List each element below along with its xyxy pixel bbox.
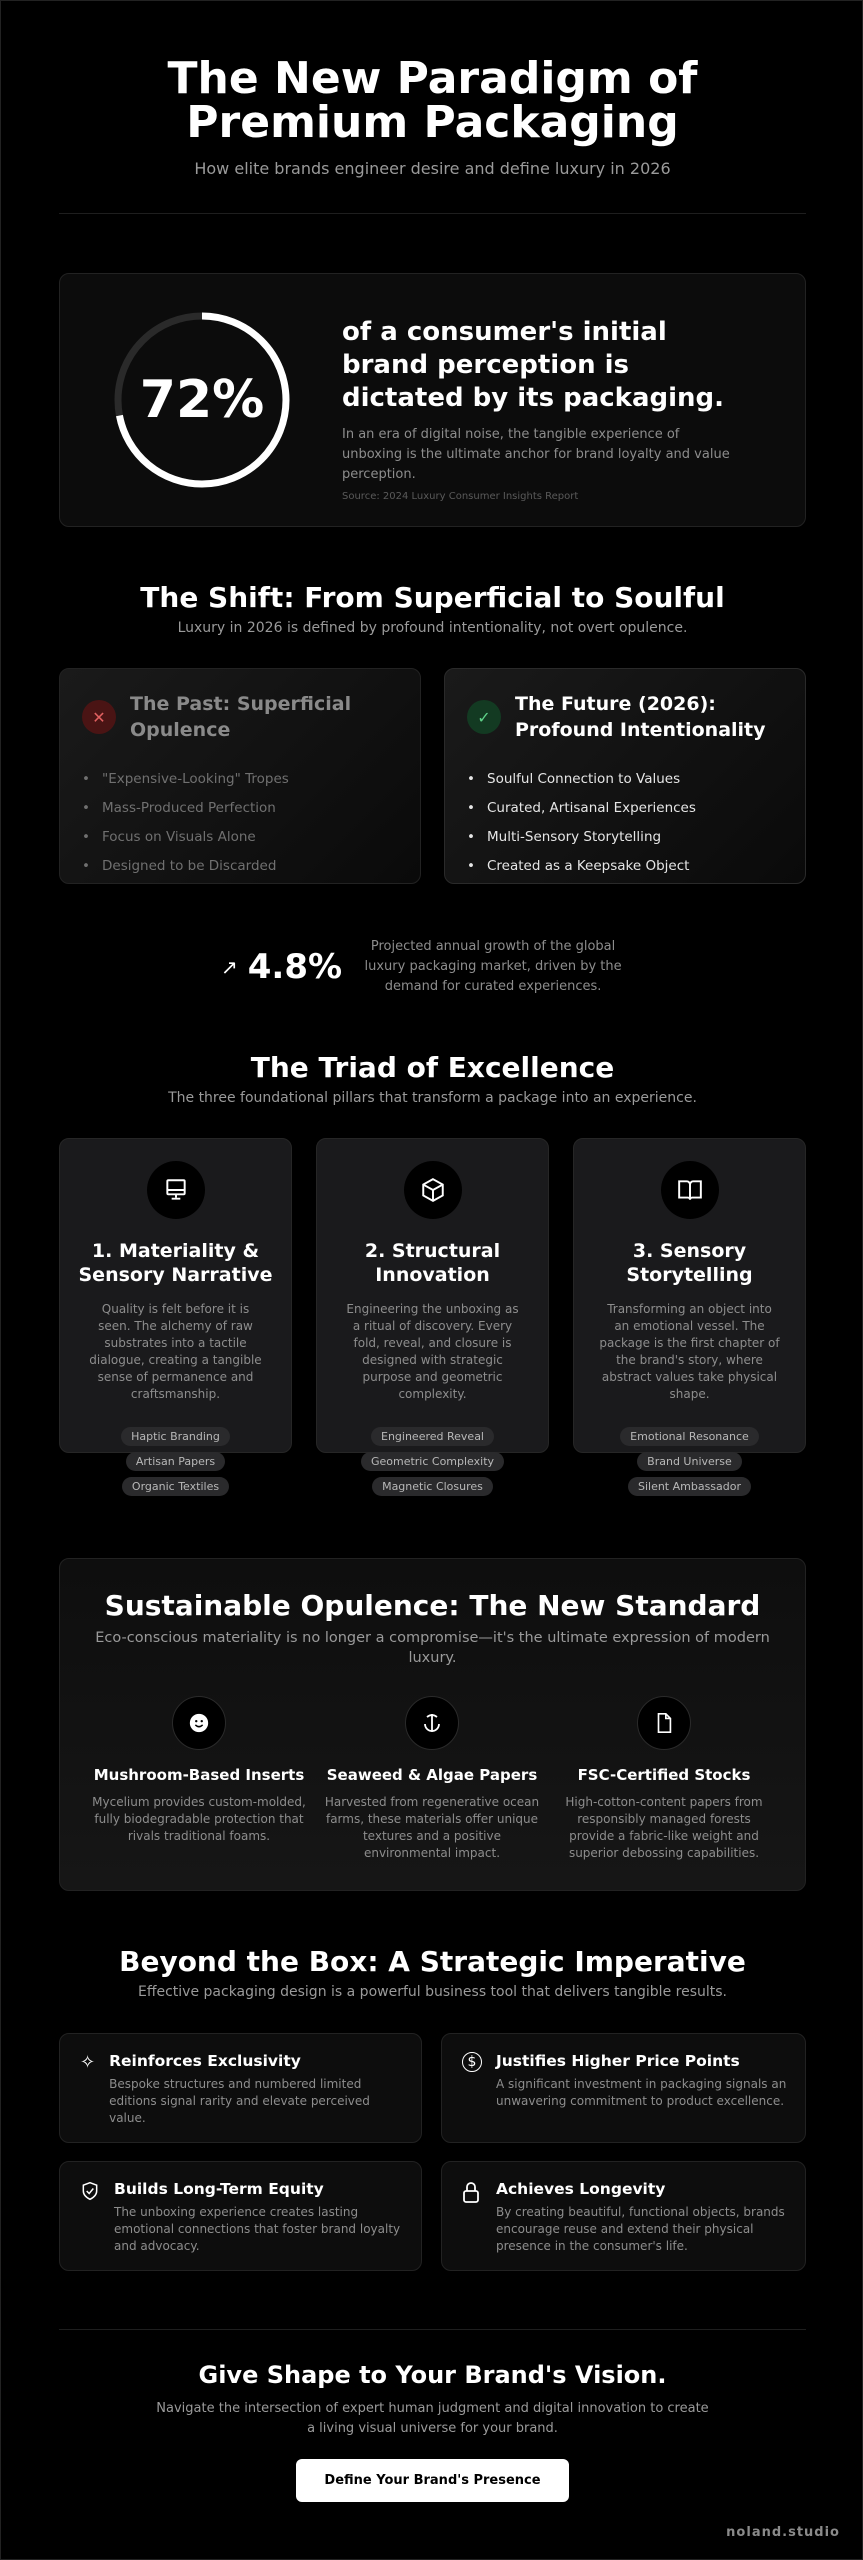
list-item: Created as a Keepsake Object: [467, 852, 783, 881]
benefit-title: Achieves Longevity: [496, 2180, 666, 2198]
list-item: Soulful Connection to Values: [467, 765, 783, 794]
book-icon: [660, 1161, 719, 1219]
tag: Haptic Branding: [121, 1427, 230, 1446]
triad-subtitle: The three foundational pillars that tran…: [168, 1090, 697, 1106]
triad-card: 2. Structural Innovation Engineering the…: [316, 1138, 549, 1496]
future-title: The Future (2026): Profound Intentionali…: [515, 693, 766, 741]
triad-card-desc: Engineering the unboxing as a ritual of …: [346, 1302, 519, 1401]
benefit-card: $ Justifies Higher Price Points A signifi…: [441, 2033, 806, 2143]
benefit-title: Builds Long-Term Equity: [114, 2180, 324, 2198]
sustainable-item-desc: High-cotton-content papers from responsi…: [565, 1795, 763, 1860]
sustainable-item-title: Mushroom-Based Inserts: [93, 1766, 305, 1784]
stat-value: 72%: [139, 370, 265, 430]
cta-title: Give Shape to Your Brand's Vision.: [198, 2361, 667, 2389]
triad-card: 3. Sensory Storytelling Transforming an …: [573, 1138, 806, 1496]
sparkles-icon: ✧: [80, 2052, 96, 2073]
past-title: The Past: Superficial Opulence: [130, 693, 352, 741]
sustainable-item-desc: Mycelium provides custom-molded, fully b…: [92, 1795, 306, 1843]
benefit-card: Builds Long-Term Equity The unboxing expe…: [59, 2161, 422, 2271]
shift-title: The Shift: From Superficial to Soulful: [140, 581, 725, 614]
benefit-card: ✧ Reinforces Exclusivity Bespoke structur…: [59, 2033, 422, 2143]
progress-ring: [114, 312, 290, 488]
triad-card-title: 2. Structural Innovation: [364, 1240, 501, 1286]
dollar-circle-icon: $: [462, 2052, 482, 2072]
benefit-desc: A significant investment in packaging si…: [496, 2077, 787, 2108]
trending-up-icon: ↗: [221, 955, 238, 979]
tag: Artisan Papers: [125, 1452, 226, 1471]
x-icon: ✕: [82, 700, 116, 734]
beyond-title: Beyond the Box: A Strategic Imperative: [119, 1945, 746, 1978]
tag: Engineered Reveal: [371, 1427, 494, 1446]
tag: Silent Ambassador: [627, 1477, 752, 1496]
list-item: Multi-Sensory Storytelling: [467, 823, 783, 852]
anchor-icon: [405, 1696, 459, 1750]
page-subtitle: How elite brands engineer desire and def…: [194, 159, 671, 178]
benefit-title: Justifies Higher Price Points: [496, 2052, 740, 2070]
page-header: The New Paradigm of Premium Packaging Ho…: [59, 53, 806, 179]
growth-value: 4.8%: [247, 947, 343, 987]
stat-source: Source: 2024 Luxury Consumer Insights Re…: [342, 491, 579, 502]
stat-headline: of a consumer's initial brand perception…: [342, 317, 725, 413]
sustainable-item: FSC-Certified Stocks High-cotton-content…: [554, 1696, 774, 1862]
sustainable-title: Sustainable Opulence: The New Standard: [104, 1589, 761, 1622]
beyond-subtitle: Effective packaging design is a powerful…: [138, 1984, 727, 2000]
divider: [59, 2329, 806, 2330]
tag: Brand Universe: [637, 1452, 742, 1471]
tag: Geometric Complexity: [360, 1452, 505, 1471]
cube-icon: [403, 1161, 462, 1219]
sustainable-item-title: FSC-Certified Stocks: [577, 1766, 751, 1784]
smiley-icon: [172, 1696, 226, 1750]
list-item: "Expensive-Looking" Tropes: [82, 765, 398, 794]
divider: [59, 213, 806, 214]
cta-button[interactable]: Define Your Brand's Presence: [296, 2459, 569, 2502]
sustainable-item-desc: Harvested from regenerative ocean farms,…: [324, 1795, 540, 1860]
sustainable-item-title: Seaweed & Algae Papers: [326, 1766, 538, 1784]
tag: Organic Textiles: [121, 1477, 230, 1496]
monitor-icon: [146, 1161, 205, 1219]
sustainable-card: Sustainable Opulence: The New Standard E…: [59, 1558, 806, 1891]
page-title: The New Paradigm of Premium Packaging: [167, 53, 698, 148]
cta-subtitle: Navigate the intersection of expert huma…: [156, 2401, 709, 2436]
tag: Emotional Resonance: [620, 1427, 759, 1446]
sustainable-item: Mushroom-Based Inserts Mycelium provides…: [89, 1696, 309, 1845]
lock-icon: [462, 2180, 482, 2252]
sustainable-item: Seaweed & Algae Papers Harvested from re…: [322, 1696, 542, 1862]
shift-subtitle: Luxury in 2026 is defined by profound in…: [177, 620, 688, 636]
triad-title: The Triad of Excellence: [250, 1051, 615, 1084]
benefit-desc: The unboxing experience creates lasting …: [114, 2205, 401, 2253]
file-icon: [637, 1696, 691, 1750]
tag: Magnetic Closures: [372, 1477, 493, 1496]
benefit-title: Reinforces Exclusivity: [109, 2052, 301, 2070]
sustainable-subtitle: Eco-conscious materiality is no longer a…: [95, 1630, 770, 1666]
triad-card-desc: Transforming an object into an emotional…: [599, 1302, 780, 1401]
benefit-desc: Bespoke structures and numbered limited …: [109, 2077, 370, 2125]
list-item: Curated, Artisanal Experiences: [467, 794, 783, 823]
shield-check-icon: [80, 2180, 100, 2252]
list-item: Designed to be Discarded: [82, 852, 398, 881]
list-item: Focus on Visuals Alone: [82, 823, 398, 852]
triad-card-title: 1. Materiality & Sensory Narrative: [78, 1240, 273, 1286]
stat-body: In an era of digital noise, the tangible…: [342, 427, 730, 482]
triad-card: 1. Materiality & Sensory Narrative Quali…: [59, 1138, 292, 1496]
triad-card-desc: Quality is felt before it is seen. The a…: [89, 1302, 262, 1401]
list-item: Mass-Produced Perfection: [82, 794, 398, 823]
growth-text: Projected annual growth of the global lu…: [364, 939, 622, 994]
stat-card: 72% of a consumer's initial brand percep…: [59, 273, 806, 527]
future-card: ✓ The Future (2026): Profound Intentiona…: [444, 668, 806, 884]
footer-brand[interactable]: noland.studio: [726, 2525, 840, 2540]
past-card: ✕ The Past: Superficial Opulence "Expens…: [59, 668, 421, 884]
triad-card-title: 3. Sensory Storytelling: [626, 1240, 753, 1286]
growth-stat: ↗ 4.8% Projected annual growth of the gl…: [221, 937, 628, 997]
benefit-card: Achieves Longevity By creating beautiful,…: [441, 2161, 806, 2271]
check-icon: ✓: [467, 700, 501, 734]
benefit-desc: By creating beautiful, functional object…: [496, 2205, 785, 2253]
